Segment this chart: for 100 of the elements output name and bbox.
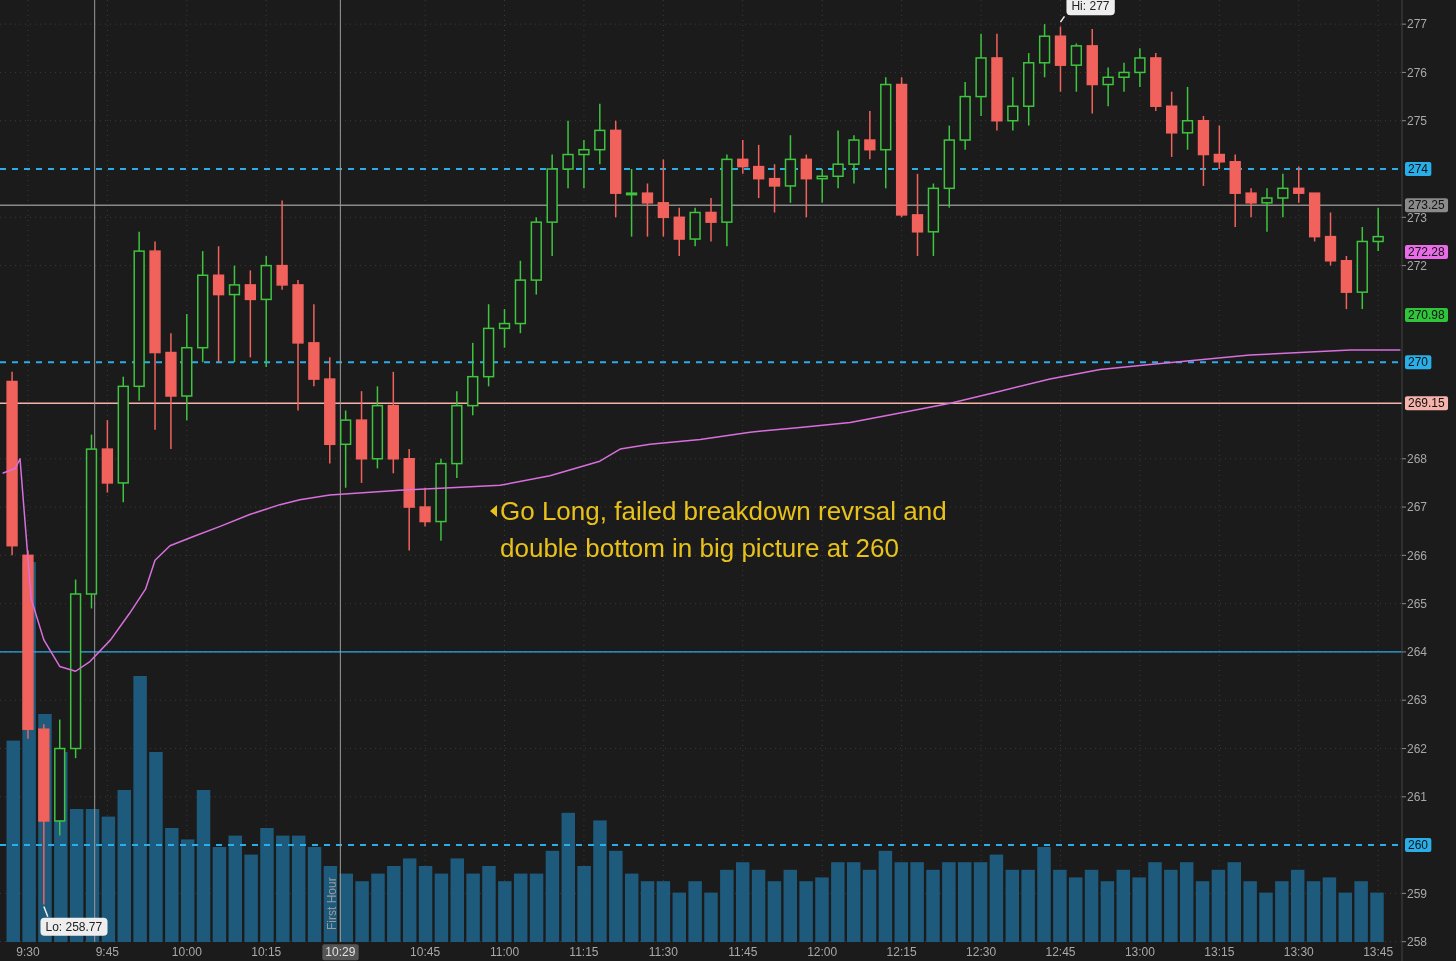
- bar: [593, 820, 607, 942]
- bar: [1164, 869, 1178, 942]
- bar: [1037, 847, 1051, 942]
- x-tick-label: 13:15: [1204, 945, 1235, 960]
- x-tick-label: 12:00: [807, 945, 838, 960]
- y-tick-label: 258: [1407, 934, 1428, 949]
- x-tick-label: 12:30: [966, 945, 997, 960]
- bar: [720, 869, 734, 942]
- bar: [894, 862, 909, 942]
- bar: [577, 866, 591, 942]
- candlestick: [848, 134, 860, 185]
- y-tick-label: 259: [1407, 886, 1428, 901]
- x-tick-label: 9:45: [95, 945, 120, 960]
- bar: [1053, 869, 1067, 942]
- x-tick-label: 13:30: [1283, 945, 1315, 960]
- y-tick-label: 262: [1407, 741, 1428, 756]
- x-tick-label: 12:15: [886, 945, 917, 960]
- bar: [117, 790, 131, 942]
- annotation: Lo: 258.77: [45, 919, 103, 934]
- bar: [260, 828, 274, 942]
- candlestick: [1007, 76, 1019, 132]
- bar: [656, 881, 671, 942]
- bar: [1211, 869, 1226, 942]
- y-tick-label: 264: [1407, 645, 1428, 660]
- bar: [307, 847, 322, 942]
- bar: [355, 881, 369, 942]
- candlestick: [6, 371, 18, 557]
- candlestick: [1086, 28, 1098, 115]
- annotation: Hi: 277: [1071, 0, 1110, 14]
- bar: [1227, 862, 1242, 942]
- bar: [910, 862, 924, 942]
- bar: [862, 869, 877, 942]
- y-tick-label: 273: [1407, 210, 1428, 225]
- bar: [1290, 869, 1305, 942]
- bar: [1179, 862, 1194, 942]
- x-tick-label: 11:15: [569, 945, 599, 960]
- text: 270.98: [1408, 308, 1446, 323]
- candlestick: [324, 356, 336, 465]
- bar: [1116, 869, 1131, 942]
- line-series: [1, 349, 1402, 672]
- candlestick: [435, 458, 447, 542]
- bar: [1021, 869, 1035, 942]
- y-tick-label: 276: [1407, 65, 1428, 80]
- x-tick-label: 13:45: [1363, 945, 1394, 960]
- candlestick: [578, 139, 590, 190]
- y-tick-label: 272: [1407, 258, 1428, 273]
- bar: [1195, 881, 1210, 942]
- x-tick-label: 12:45: [1045, 945, 1076, 960]
- bar: [751, 869, 766, 942]
- candlestick: [403, 448, 415, 552]
- bar: [545, 850, 560, 942]
- x-tick-label: 10:29: [325, 945, 356, 960]
- candlestick: [1229, 153, 1241, 228]
- bar: [957, 862, 972, 942]
- candlestick: [1134, 47, 1146, 88]
- bar: [402, 858, 417, 942]
- bar: [672, 892, 686, 942]
- bar: [450, 858, 464, 942]
- bar: [1068, 877, 1083, 942]
- bar: [1148, 862, 1162, 942]
- x-tick-label: 9:30: [16, 945, 40, 960]
- candlestick: [1150, 52, 1162, 112]
- bar: [1132, 877, 1146, 942]
- candlestick: [149, 240, 161, 431]
- candlestick: [1118, 62, 1130, 93]
- y-tick-label: 261: [1407, 790, 1428, 805]
- bar: [196, 790, 211, 942]
- candlestick: [752, 144, 765, 199]
- candlestick: [228, 264, 241, 363]
- candlestick: [292, 279, 304, 412]
- candlestick: [832, 129, 844, 190]
- bar: [942, 862, 956, 942]
- bar: [783, 869, 798, 942]
- bar: [466, 873, 480, 942]
- bar: [878, 850, 893, 942]
- candlestick: [911, 173, 924, 257]
- bar: [1100, 881, 1115, 942]
- x-tick-label: 11:45: [728, 945, 758, 960]
- bar: [846, 862, 861, 942]
- bar: [149, 752, 163, 942]
- bar: [1306, 881, 1321, 942]
- candlestick: [975, 33, 987, 117]
- bar: [767, 881, 782, 942]
- bar: [815, 877, 829, 942]
- ref-line-label: 273.25: [1408, 198, 1446, 213]
- bar: [640, 881, 655, 942]
- bar: [228, 835, 242, 942]
- ref-line-label: 260: [1408, 838, 1429, 853]
- y-tick-label: 268: [1407, 451, 1428, 466]
- candlestick: [212, 245, 225, 363]
- bar: [291, 835, 306, 942]
- candlestick: [657, 158, 670, 238]
- bar: [989, 854, 1004, 942]
- ref-line-label: 274: [1408, 162, 1429, 177]
- candlestick: [260, 255, 272, 368]
- bar: [973, 862, 988, 942]
- bar: [1084, 869, 1099, 942]
- candlestick: [1372, 206, 1384, 252]
- text: 272.28: [1408, 245, 1446, 260]
- bar: [165, 828, 179, 942]
